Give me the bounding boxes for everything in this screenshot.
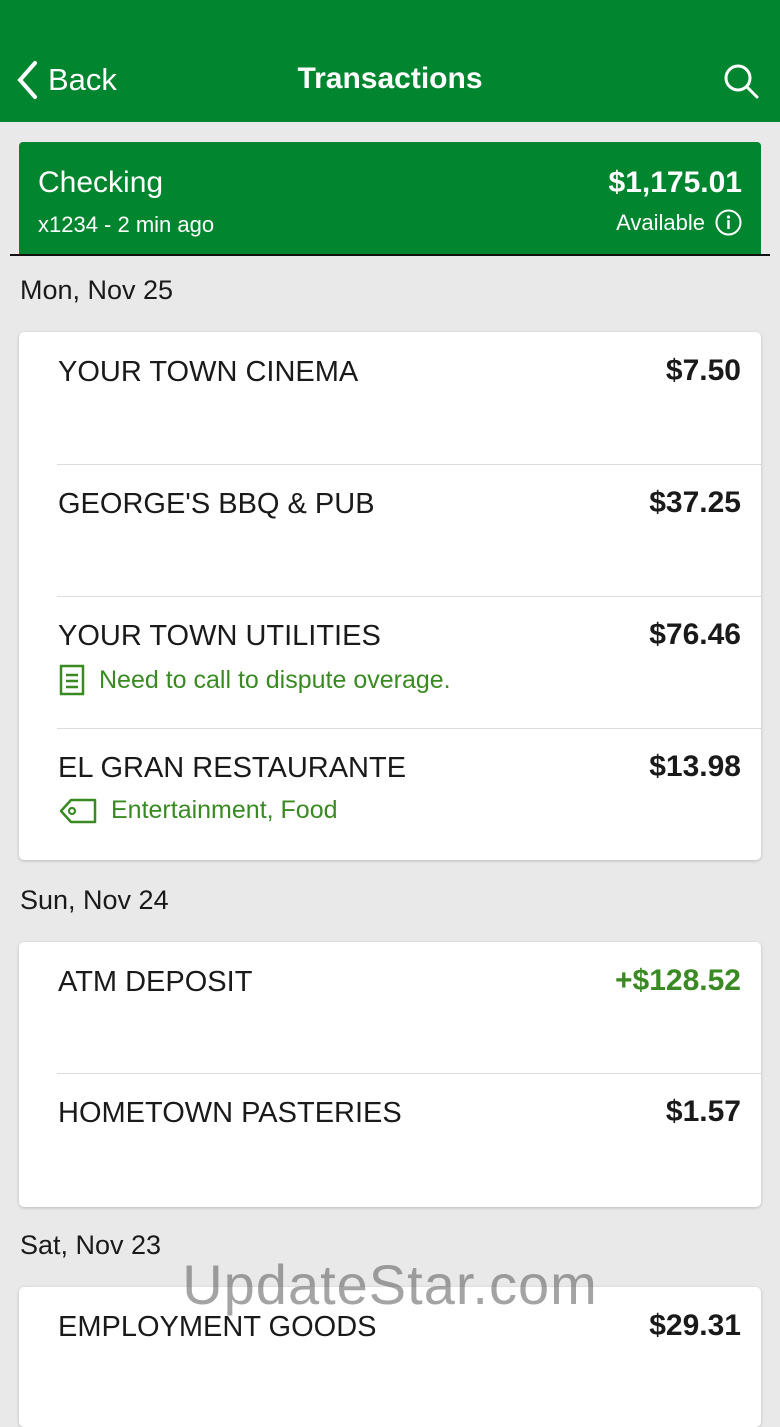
transaction-row[interactable]: HOMETOWN PASTERIES $1.57 <box>19 1073 761 1207</box>
transaction-row[interactable]: GEORGE'S BBQ & PUB $37.25 <box>19 464 761 596</box>
tag-icon <box>59 798 97 823</box>
transaction-group: ATM DEPOSIT +$128.52 HOMETOWN PASTERIES … <box>19 942 761 1207</box>
merchant-name: GEORGE'S BBQ & PUB <box>58 488 375 520</box>
search-icon[interactable] <box>722 62 760 100</box>
merchant-name: HOMETOWN PASTERIES <box>58 1097 402 1129</box>
amount: $29.31 <box>649 1309 741 1342</box>
account-name: Checking <box>38 166 164 199</box>
merchant-name: YOUR TOWN UTILITIES <box>58 620 381 652</box>
back-button[interactable]: Back <box>16 60 117 100</box>
merchant-name: EL GRAN RESTAURANTE <box>58 752 407 784</box>
transaction-row[interactable]: EL GRAN RESTAURANTE $13.98 Entertainment… <box>19 728 761 860</box>
merchant-name: YOUR TOWN CINEMA <box>58 356 359 388</box>
date-header: Sun, Nov 24 <box>20 885 169 915</box>
watermark: UpdateStar.com <box>182 1253 598 1316</box>
transaction-group: YOUR TOWN CINEMA $7.50 GEORGE'S BBQ & PU… <box>19 332 761 860</box>
note-icon <box>59 664 85 696</box>
transaction-row[interactable]: YOUR TOWN CINEMA $7.50 <box>19 332 761 464</box>
date-header: Sat, Nov 23 <box>20 1230 162 1260</box>
back-label: Back <box>48 62 117 97</box>
transaction-row[interactable]: EMPLOYMENT GOODS $29.31 <box>19 1287 761 1419</box>
chevron-left-icon <box>17 61 37 99</box>
transaction-tags: Entertainment, Food <box>111 796 338 824</box>
amount: +$128.52 <box>615 964 741 997</box>
account-subtitle: x1234 - 2 min ago <box>38 212 215 237</box>
account-summary[interactable]: Checking x1234 - 2 min ago $1,175.01 Ava… <box>19 142 761 255</box>
amount: $1.57 <box>665 1095 741 1128</box>
transaction-note: Need to call to dispute overage. <box>99 665 451 694</box>
account-balance: $1,175.01 <box>608 166 742 199</box>
amount: $37.25 <box>649 486 741 519</box>
info-icon[interactable] <box>715 209 742 236</box>
merchant-name: EMPLOYMENT GOODS <box>58 1311 377 1343</box>
amount: $76.46 <box>649 618 741 651</box>
transaction-row[interactable]: YOUR TOWN UTILITIES $76.46 Need to call … <box>19 596 761 728</box>
page-title: Transactions <box>297 62 483 95</box>
date-header: Mon, Nov 25 <box>20 275 174 305</box>
amount: $13.98 <box>649 750 741 783</box>
divider <box>10 254 770 256</box>
transaction-row[interactable]: ATM DEPOSIT +$128.52 <box>19 942 761 1073</box>
amount: $7.50 <box>665 354 741 387</box>
nav-bar: Back Transactions <box>0 0 780 122</box>
merchant-name: ATM DEPOSIT <box>58 966 253 998</box>
balance-label: Available <box>616 209 705 235</box>
